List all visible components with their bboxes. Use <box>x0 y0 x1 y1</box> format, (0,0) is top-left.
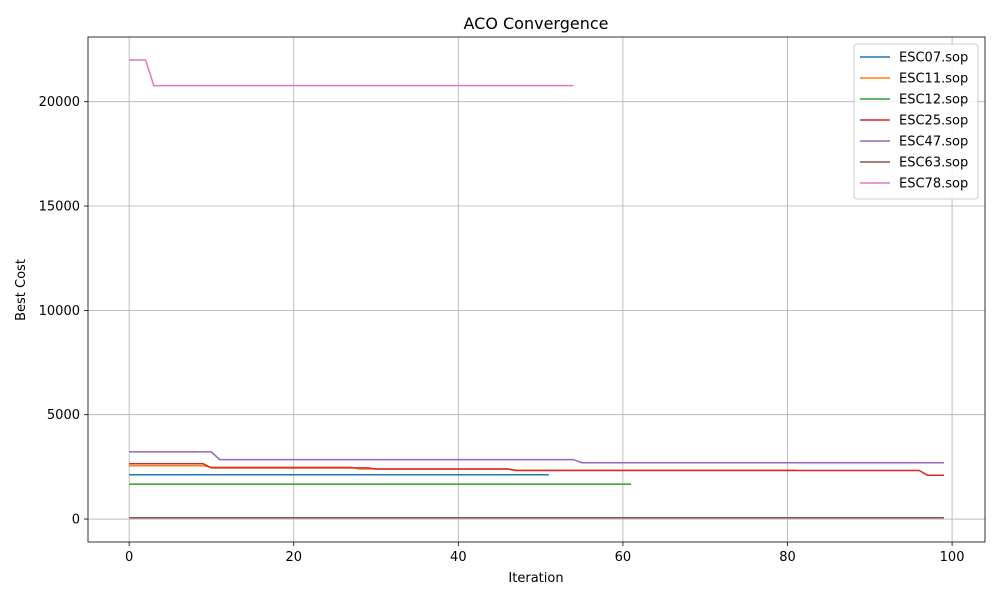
chart-title: ACO Convergence <box>463 14 608 33</box>
y-tick-label: 0 <box>72 513 80 528</box>
legend: ESC07.sop ESC11.sop ESC12.sop ESC25.sop ESC4… <box>853 43 979 200</box>
x-axis-label: Iteration <box>508 571 563 586</box>
axes-frame <box>87 36 986 543</box>
legend-label: ESC78.sop <box>899 177 968 192</box>
series-line-esc25-sop <box>129 462 944 476</box>
y-tick-label: 20000 <box>39 95 80 110</box>
y-tick-label: 5000 <box>47 408 80 423</box>
y-axis-label: Best Cost <box>14 259 29 321</box>
x-tick-label: 0 <box>125 550 133 565</box>
legend-label: ESC25.sop <box>899 114 968 129</box>
y-tick-label: 15000 <box>39 200 80 215</box>
legend-label: ESC12.sop <box>899 93 968 108</box>
series-line-esc78-sop <box>129 59 574 87</box>
x-tick-label: 40 <box>450 550 467 565</box>
x-tick-label: 60 <box>615 550 632 565</box>
legend-label: ESC07.sop <box>899 51 968 66</box>
x-tick-label: 20 <box>285 550 302 565</box>
series-line-esc47-sop <box>129 451 944 464</box>
legend-label: ESC63.sop <box>899 156 968 171</box>
legend-box <box>853 43 979 200</box>
x-tick-label: 100 <box>940 550 965 565</box>
y-tick-label: 10000 <box>39 304 80 319</box>
x-tick-label: 80 <box>779 550 796 565</box>
legend-label: ESC11.sop <box>899 72 968 87</box>
legend-label: ESC47.sop <box>899 135 968 150</box>
